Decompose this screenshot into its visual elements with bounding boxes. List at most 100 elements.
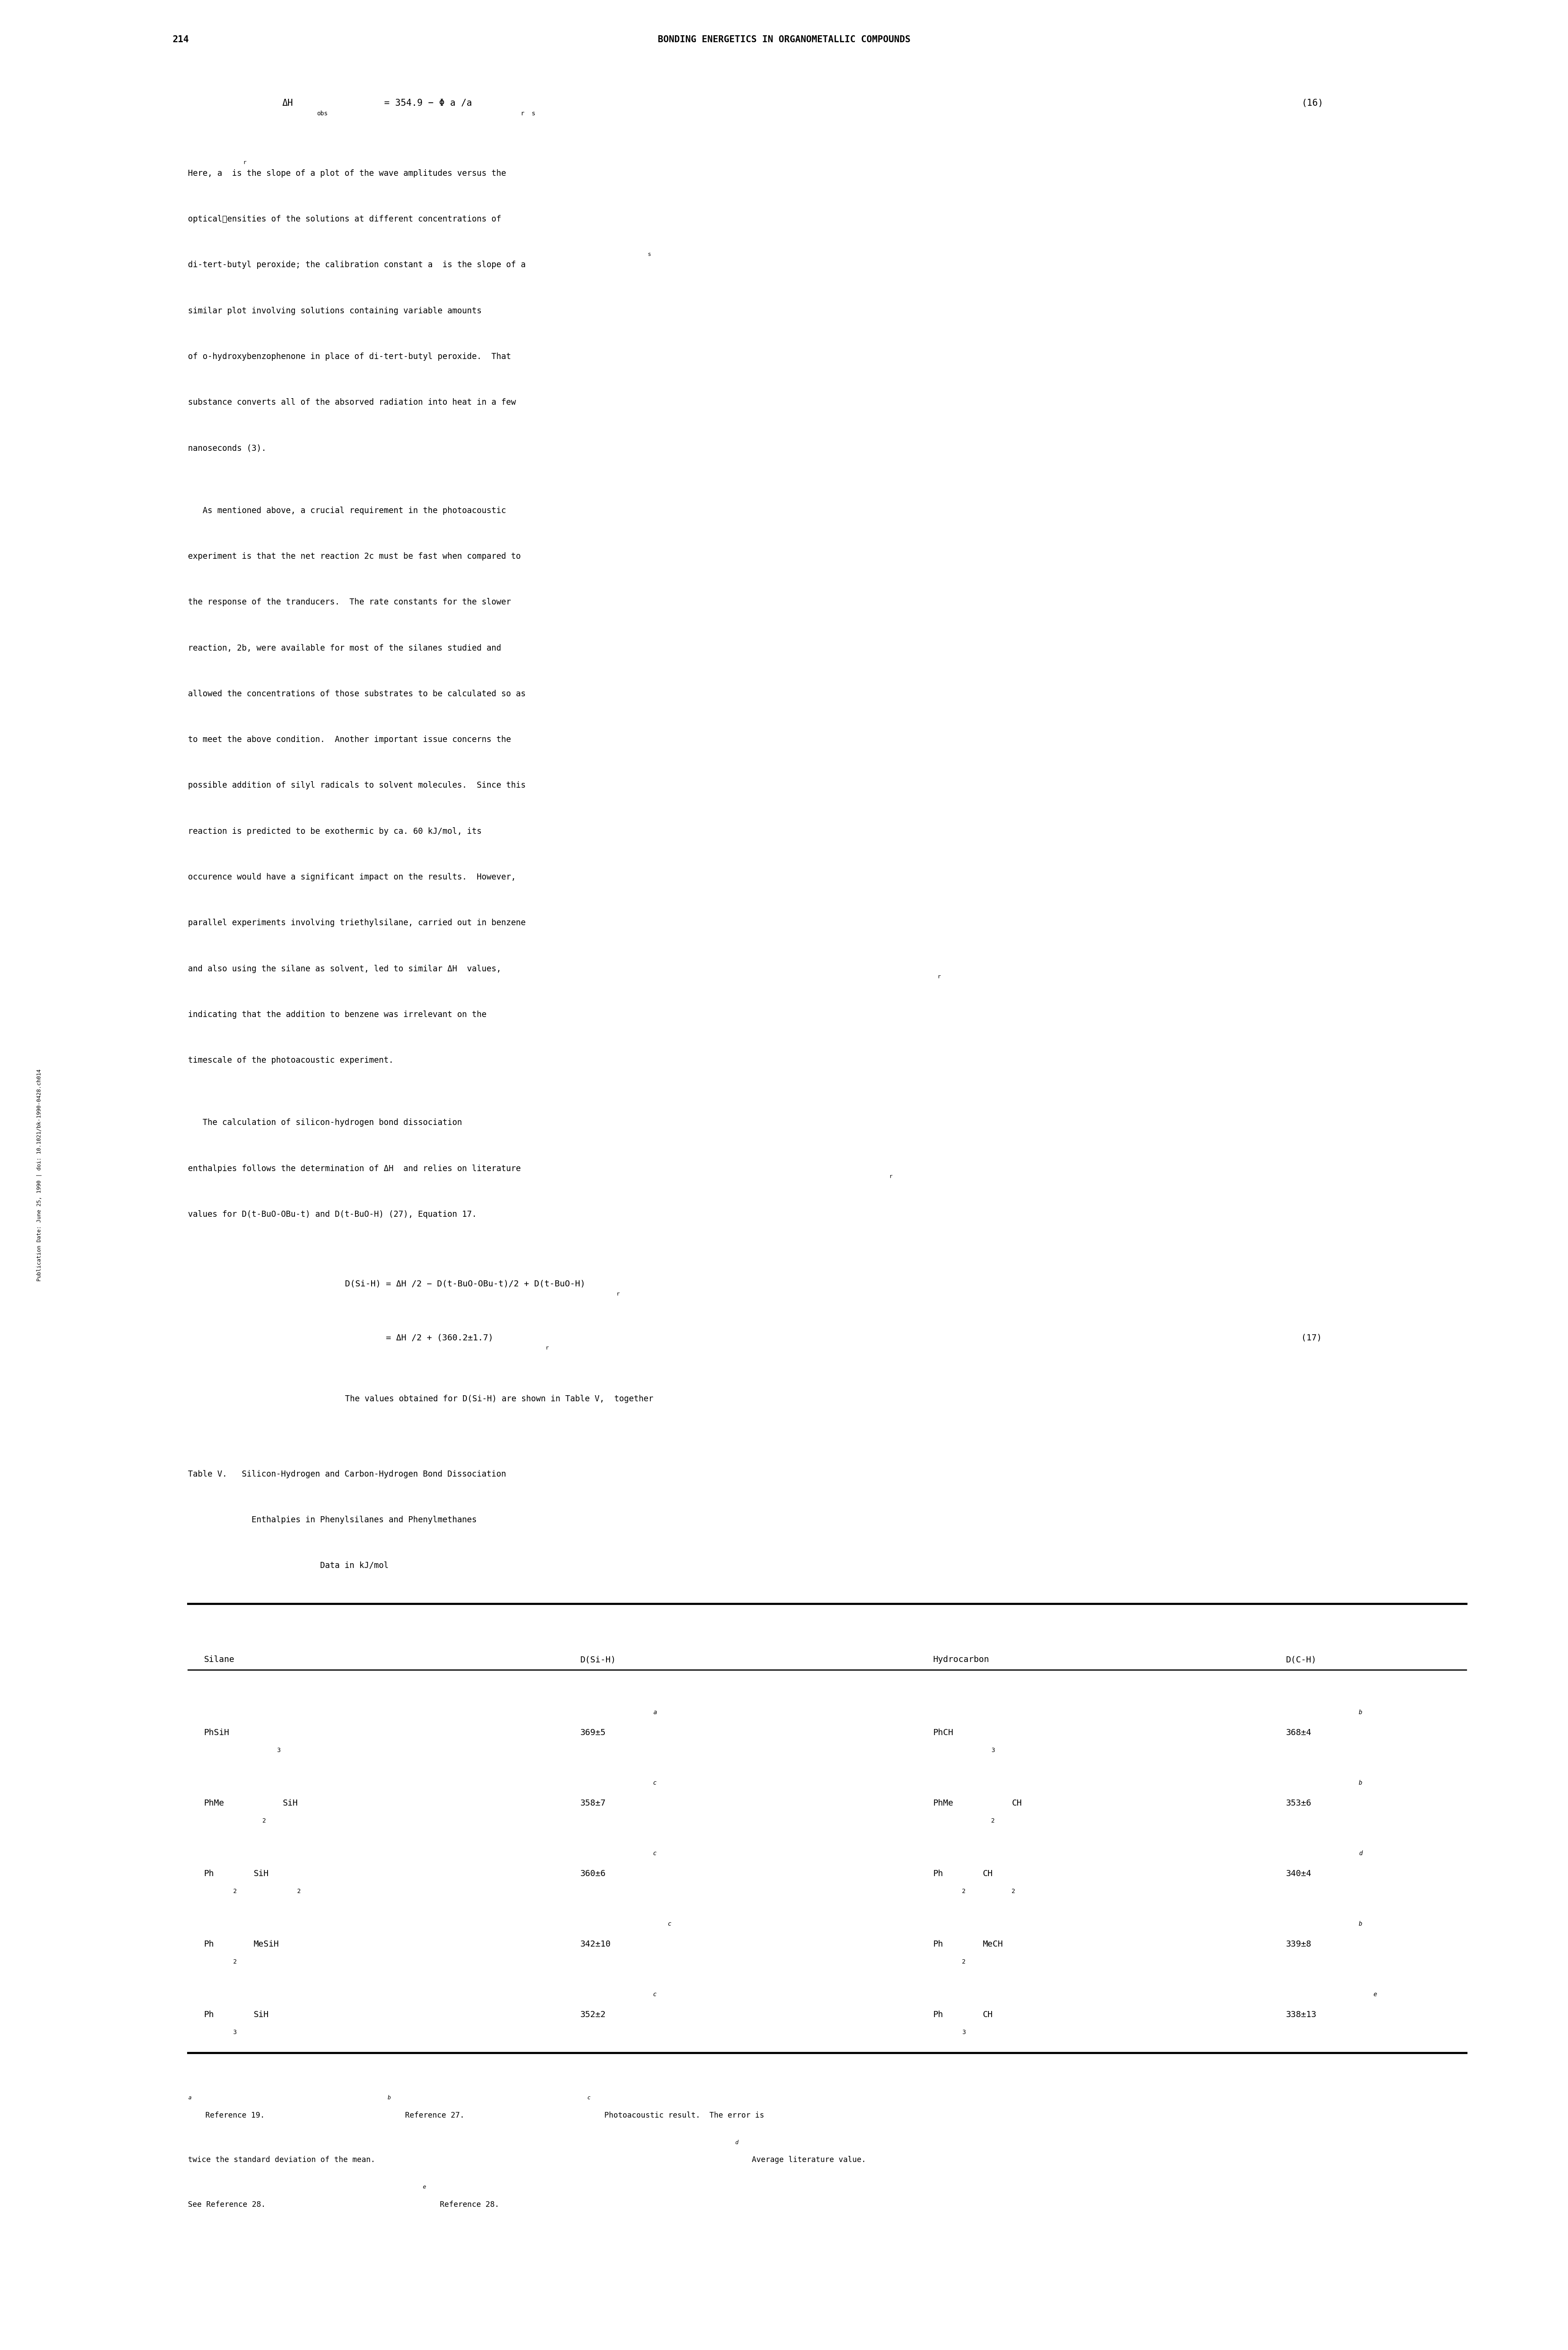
Text: D(Si-H): D(Si-H)	[580, 1654, 616, 1664]
Text: e: e	[1374, 1990, 1377, 1998]
Text: s: s	[648, 251, 651, 256]
Text: Reference 28.: Reference 28.	[439, 2200, 499, 2209]
Text: 2: 2	[963, 1958, 966, 1965]
Text: 338±13: 338±13	[1286, 2009, 1317, 2019]
Text: c: c	[654, 1990, 657, 1998]
Text: b: b	[1358, 1779, 1363, 1786]
Text: opticalᴽensities of the solutions at different concentrations of: opticalᴽensities of the solutions at dif…	[188, 216, 502, 223]
Text: 214: 214	[172, 35, 190, 45]
Text: experiment is that the net reaction 2c must be fast when compared to: experiment is that the net reaction 2c m…	[188, 552, 521, 562]
Text: CH: CH	[983, 2009, 993, 2019]
Text: allowed the concentrations of those substrates to be calculated so as: allowed the concentrations of those subs…	[188, 689, 525, 698]
Text: 369±5: 369±5	[580, 1727, 605, 1737]
Text: CH: CH	[1011, 1798, 1022, 1807]
Text: Reference 19.: Reference 19.	[205, 2110, 274, 2120]
Text: c: c	[654, 1779, 657, 1786]
Text: SiH: SiH	[254, 1868, 268, 1878]
Text: e: e	[422, 2183, 425, 2190]
Text: 339±8: 339±8	[1286, 1939, 1311, 1948]
Text: r: r	[938, 973, 941, 980]
Text: PhMe: PhMe	[204, 1798, 224, 1807]
Text: 3: 3	[963, 2028, 966, 2035]
Text: parallel experiments involving triethylsilane, carried out in benzene: parallel experiments involving triethyls…	[188, 919, 525, 928]
Text: b: b	[1358, 1920, 1363, 1927]
Text: (16): (16)	[1301, 99, 1323, 108]
Text: a: a	[654, 1708, 657, 1715]
Text: 2: 2	[1011, 1887, 1016, 1894]
Text: Ph: Ph	[933, 1939, 944, 1948]
Text: SiH: SiH	[254, 2009, 268, 2019]
Text: Ph: Ph	[204, 2009, 215, 2019]
Text: = 354.9 − Φ a /a: = 354.9 − Φ a /a	[384, 99, 472, 108]
Text: SiH: SiH	[282, 1798, 298, 1807]
Text: Enthalpies in Phenylsilanes and Phenylmethanes: Enthalpies in Phenylsilanes and Phenylme…	[188, 1516, 477, 1525]
Text: 2: 2	[298, 1887, 301, 1894]
Text: r  s: r s	[521, 110, 535, 118]
Text: 3: 3	[991, 1746, 996, 1753]
Text: Hydrocarbon: Hydrocarbon	[933, 1654, 989, 1664]
Text: Ph: Ph	[933, 1868, 944, 1878]
Text: Data in kJ/mol: Data in kJ/mol	[188, 1560, 389, 1570]
Text: 360±6: 360±6	[580, 1868, 605, 1878]
Text: Table V.   Silicon-Hydrogen and Carbon-Hydrogen Bond Dissociation: Table V. Silicon-Hydrogen and Carbon-Hyd…	[188, 1469, 506, 1478]
Text: 3: 3	[234, 2028, 237, 2035]
Text: Ph: Ph	[204, 1868, 215, 1878]
Text: Silane: Silane	[204, 1654, 235, 1664]
Text: Here, a  is the slope of a plot of the wave amplitudes versus the: Here, a is the slope of a plot of the wa…	[188, 169, 506, 179]
Text: r: r	[546, 1344, 549, 1351]
Text: r: r	[616, 1290, 619, 1297]
Text: twice the standard deviation of the mean.: twice the standard deviation of the mean…	[188, 2155, 384, 2164]
Text: timescale of the photoacoustic experiment.: timescale of the photoacoustic experimen…	[188, 1055, 394, 1065]
Text: The values obtained for D(Si-H) are shown in Table V,  together: The values obtained for D(Si-H) are show…	[345, 1394, 654, 1403]
Text: indicating that the addition to benzene was irrelevant on the: indicating that the addition to benzene …	[188, 1010, 486, 1020]
Text: obs: obs	[317, 110, 328, 118]
Text: b: b	[387, 2094, 390, 2101]
Text: r: r	[889, 1173, 892, 1180]
Text: and also using the silane as solvent, led to similar ΔH  values,: and also using the silane as solvent, le…	[188, 964, 502, 973]
Text: See Reference 28.: See Reference 28.	[188, 2200, 274, 2209]
Text: a: a	[188, 2094, 191, 2101]
Text: values for D(t-BuO-OBu-t) and D(t-BuO-H) (27), Equation 17.: values for D(t-BuO-OBu-t) and D(t-BuO-H)…	[188, 1210, 477, 1220]
Text: PhSiH: PhSiH	[204, 1727, 229, 1737]
Text: 340±4: 340±4	[1286, 1868, 1311, 1878]
Text: Reference 27.: Reference 27.	[405, 2110, 474, 2120]
Text: r: r	[243, 160, 246, 165]
Text: 2: 2	[963, 1887, 966, 1894]
Text: 342±10: 342±10	[580, 1939, 612, 1948]
Text: Average literature value.: Average literature value.	[753, 2155, 866, 2164]
Text: As mentioned above, a crucial requirement in the photoacoustic: As mentioned above, a crucial requiremen…	[188, 505, 506, 515]
Text: Publication Date: June 25, 1990 | doi: 10.1021/bk-1990-0428.ch014: Publication Date: June 25, 1990 | doi: 1…	[36, 1069, 42, 1281]
Text: substance converts all of the absorved radiation into heat in a few: substance converts all of the absorved r…	[188, 397, 516, 407]
Text: di-tert-butyl peroxide; the calibration constant a  is the slope of a: di-tert-butyl peroxide; the calibration …	[188, 261, 525, 270]
Text: d: d	[735, 2138, 739, 2146]
Text: to meet the above condition.  Another important issue concerns the: to meet the above condition. Another imp…	[188, 736, 511, 745]
Text: PhMe: PhMe	[933, 1798, 953, 1807]
Text: Photoacoustic result.  The error is: Photoacoustic result. The error is	[604, 2110, 764, 2120]
Text: nanoseconds (3).: nanoseconds (3).	[188, 444, 267, 454]
Text: D(C-H): D(C-H)	[1286, 1654, 1317, 1664]
Text: enthalpies follows the determination of ΔH  and relies on literature: enthalpies follows the determination of …	[188, 1163, 521, 1173]
Text: 353±6: 353±6	[1286, 1798, 1311, 1807]
Text: The calculation of silicon-hydrogen bond dissociation: The calculation of silicon-hydrogen bond…	[188, 1119, 463, 1128]
Text: Ph: Ph	[204, 1939, 215, 1948]
Text: MeCH: MeCH	[983, 1939, 1004, 1948]
Text: 2: 2	[262, 1817, 267, 1824]
Text: (17): (17)	[1301, 1332, 1322, 1342]
Text: c: c	[586, 2094, 590, 2101]
Text: 358±7: 358±7	[580, 1798, 605, 1807]
Text: c: c	[654, 1849, 657, 1856]
Text: c: c	[668, 1920, 671, 1927]
Text: the response of the tranducers.  The rate constants for the slower: the response of the tranducers. The rate…	[188, 597, 511, 606]
Text: ΔH: ΔH	[282, 99, 293, 108]
Text: 3: 3	[276, 1746, 281, 1753]
Text: 2: 2	[234, 1887, 237, 1894]
Text: Ph: Ph	[933, 2009, 944, 2019]
Text: reaction, 2b, were available for most of the silanes studied and: reaction, 2b, were available for most of…	[188, 644, 502, 653]
Text: 368±4: 368±4	[1286, 1727, 1311, 1737]
Text: MeSiH: MeSiH	[254, 1939, 279, 1948]
Text: d: d	[1358, 1849, 1363, 1856]
Text: D(Si-H) = ΔH /2 − D(t-BuO-OBu-t)/2 + D(t-BuO-H): D(Si-H) = ΔH /2 − D(t-BuO-OBu-t)/2 + D(t…	[345, 1278, 585, 1288]
Text: 352±2: 352±2	[580, 2009, 605, 2019]
Text: 2: 2	[991, 1817, 996, 1824]
Text: PhCH: PhCH	[933, 1727, 953, 1737]
